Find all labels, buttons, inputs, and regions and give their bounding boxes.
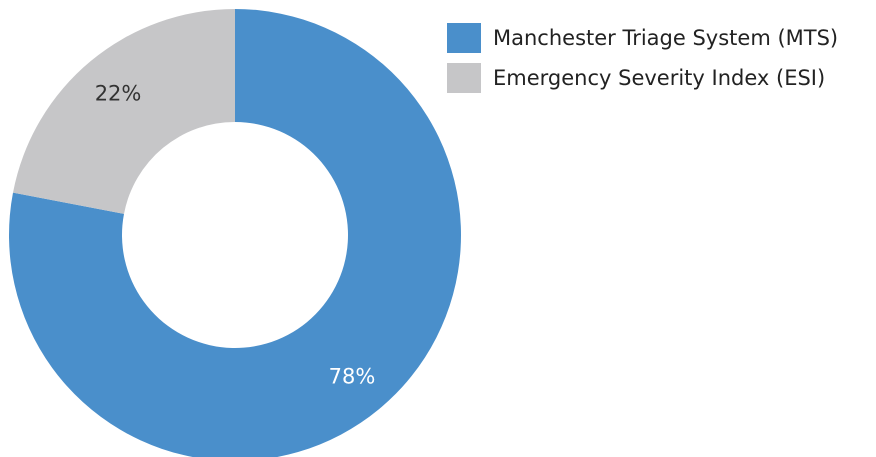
legend-item-mts: Manchester Triage System (MTS) <box>447 22 838 54</box>
donut-plot-area: 78% 22% <box>9 9 461 457</box>
donut-slice-esi <box>13 9 235 214</box>
donut-slice-mts <box>9 9 461 457</box>
data-label-esi: 22% <box>95 82 142 106</box>
legend-label-mts: Manchester Triage System (MTS) <box>493 26 839 50</box>
data-label-mts: 78% <box>329 364 376 388</box>
legend-label-esi: Emergency Severity Index (ESI) <box>493 66 826 90</box>
legend-item-esi: Emergency Severity Index (ESI) <box>447 62 838 94</box>
legend-swatch-mts <box>447 23 481 53</box>
legend-swatch-esi <box>447 63 481 93</box>
chart-legend: Manchester Triage System (MTS) Emergency… <box>447 22 838 102</box>
